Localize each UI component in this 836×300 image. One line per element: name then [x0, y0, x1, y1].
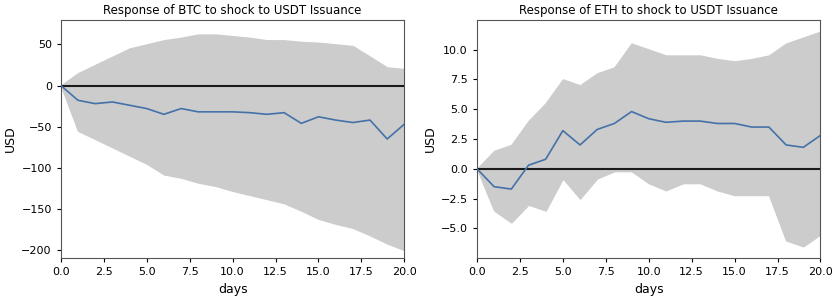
Y-axis label: USD: USD: [4, 126, 18, 152]
X-axis label: days: days: [217, 283, 247, 296]
X-axis label: days: days: [633, 283, 663, 296]
Title: Response of BTC to shock to USDT Issuance: Response of BTC to shock to USDT Issuanc…: [104, 4, 361, 17]
Y-axis label: USD: USD: [423, 126, 436, 152]
Title: Response of ETH to shock to USDT Issuance: Response of ETH to shock to USDT Issuanc…: [518, 4, 777, 17]
